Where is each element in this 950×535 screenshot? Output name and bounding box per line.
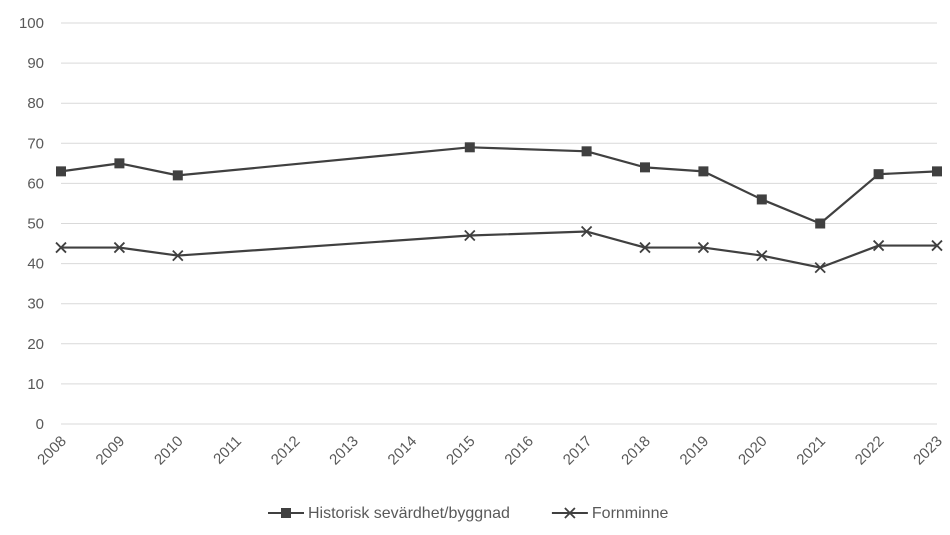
x-tick-label: 2018 [618, 433, 654, 469]
y-tick-label: 20 [27, 336, 44, 353]
data-point [932, 166, 942, 177]
data-point [756, 194, 767, 205]
x-tick-label: 2021 [793, 433, 829, 469]
y-tick-label: 40 [27, 256, 44, 273]
y-tick-label: 0 [36, 416, 44, 433]
legend-label: Fornminne [592, 505, 669, 522]
data-point [698, 166, 709, 177]
x-tick-label: 2023 [910, 433, 946, 469]
gridlines [61, 22, 937, 425]
x-tick-label: 2022 [852, 433, 888, 469]
y-tick-label: 60 [27, 175, 44, 192]
x-tick-label: 2020 [735, 433, 771, 469]
x-tick-label: 2017 [560, 433, 596, 469]
x-tick-label: 2013 [326, 433, 362, 469]
x-tick-label: 2009 [93, 433, 129, 469]
legend-item-1: Historisk sevärdhet/byggnad [268, 505, 510, 522]
x-tick-label: 2014 [385, 433, 421, 469]
data-point [172, 170, 183, 181]
y-tick-label: 70 [27, 135, 44, 152]
y-tick-label: 30 [27, 296, 44, 313]
data-point [172, 249, 184, 262]
y-tick-label: 50 [27, 216, 44, 233]
x-tick-label: 2008 [34, 433, 70, 469]
y-axis-tick-labels: 0 10 20 30 40 50 60 70 80 90 100 [19, 15, 44, 433]
data-point [639, 241, 651, 254]
data-point [697, 241, 710, 254]
series-1 [56, 142, 942, 229]
series [55, 142, 943, 274]
data-point [815, 218, 826, 229]
legend-marker [564, 507, 576, 519]
x-tick-label: 2012 [268, 433, 304, 469]
x-tick-label: 2016 [501, 433, 537, 469]
legend-label: Historisk sevärdhet/byggnad [308, 505, 510, 522]
y-tick-label: 80 [27, 95, 44, 112]
data-point [814, 261, 826, 274]
series-line [61, 230, 937, 269]
data-point [113, 241, 126, 254]
data-point [114, 158, 125, 169]
x-tick-label: 2019 [677, 433, 713, 469]
data-point [581, 146, 592, 157]
x-axis-tick-labels: 2008 2009 2010 2011 2012 2013 2014 2015 2016 2017… [34, 433, 946, 469]
y-tick-label: 90 [27, 55, 44, 72]
series-line [60, 146, 938, 225]
data-point [56, 166, 66, 177]
x-tick-label: 2015 [443, 433, 479, 469]
x-tick-label: 2010 [151, 433, 187, 469]
data-point [872, 239, 885, 252]
y-tick-label: 100 [19, 15, 44, 32]
legend-item-2: Fornminne [551, 505, 669, 522]
legend: Historisk sevärdhet/byggnad Fornminne [268, 505, 668, 522]
data-point [464, 142, 475, 153]
x-tick-label: 2011 [210, 433, 245, 468]
data-point [464, 229, 476, 242]
legend-marker [281, 508, 291, 518]
data-point [931, 239, 943, 252]
y-tick-label: 10 [27, 376, 44, 393]
data-point [640, 162, 650, 173]
data-point [580, 225, 593, 238]
data-point [55, 241, 67, 254]
series-2 [55, 225, 943, 274]
data-point [873, 169, 884, 180]
data-point [756, 249, 768, 262]
